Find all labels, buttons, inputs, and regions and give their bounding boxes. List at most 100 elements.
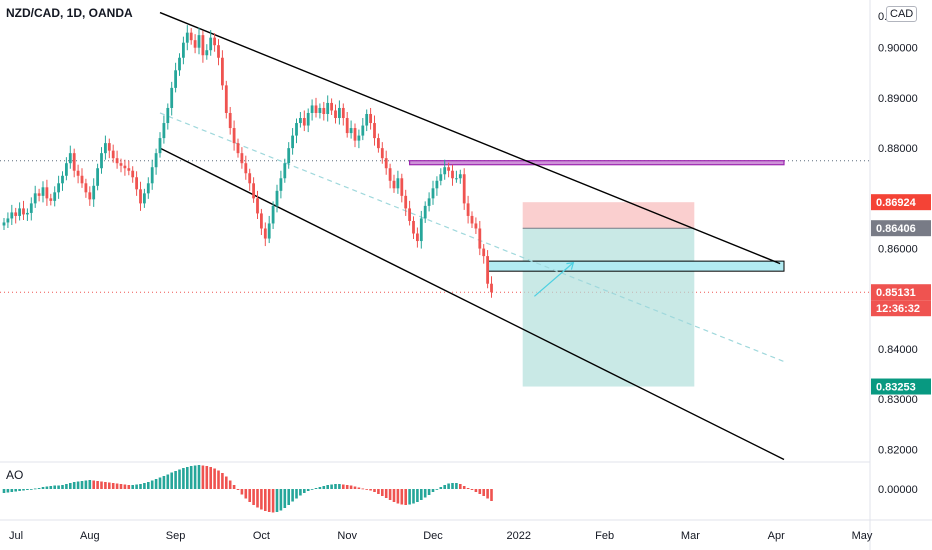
candle	[357, 129, 361, 149]
price-tag-bg	[871, 194, 931, 211]
ao-bar	[193, 465, 197, 489]
candle-body	[267, 223, 271, 239]
candle	[349, 120, 353, 139]
ao-bar	[318, 487, 322, 489]
ao-bar	[22, 489, 25, 491]
price-tag-bg	[871, 220, 931, 237]
ao-bar	[37, 488, 41, 489]
candle-body	[330, 102, 333, 111]
candle	[263, 222, 267, 247]
ao-indicator-label[interactable]: AO	[6, 468, 24, 482]
candle-body	[439, 174, 443, 181]
candle	[80, 168, 84, 188]
candle-body	[435, 180, 439, 189]
channel-upper-line	[159, 11, 781, 265]
candle	[252, 177, 255, 203]
ao-bar	[287, 489, 290, 505]
candle	[72, 148, 76, 178]
candle	[478, 220, 482, 256]
ao-tick-label: 0.00000	[878, 484, 918, 496]
candle-body	[100, 153, 103, 169]
candle-body	[53, 192, 57, 201]
candle	[119, 158, 123, 173]
ao-bar	[252, 489, 255, 505]
ao-bar	[342, 484, 345, 489]
x-tick-label: Sep	[166, 530, 186, 542]
y-tick-label: 0.86000	[878, 244, 918, 256]
candle-body	[185, 32, 189, 43]
candle-body	[412, 220, 415, 234]
candle-body	[306, 112, 310, 126]
price-tag-stop: 0.86924	[871, 194, 931, 211]
ao-bar	[88, 480, 92, 489]
candle-body	[322, 107, 326, 114]
x-tick-label: Feb	[595, 530, 614, 542]
candle	[447, 162, 450, 178]
candle	[455, 170, 458, 183]
ao-bar	[131, 485, 134, 489]
ao-bar	[232, 485, 236, 489]
x-tick-label: Nov	[337, 530, 357, 542]
ao-bar	[303, 489, 306, 493]
candle-body	[127, 168, 131, 171]
candle-body	[170, 87, 174, 108]
candle-body	[365, 113, 369, 126]
candle	[470, 211, 474, 228]
price-tag-label: 12:36:32	[876, 303, 920, 315]
price-tag-label: 0.85131	[876, 287, 916, 299]
candle	[396, 170, 400, 194]
ao-bar	[57, 485, 60, 489]
ao-bar	[228, 480, 232, 489]
candle	[143, 188, 146, 208]
currency-button[interactable]: CAD	[886, 6, 918, 22]
y-tick-label: 0.90000	[878, 43, 918, 55]
candle	[236, 138, 240, 158]
ao-bar	[143, 483, 146, 489]
candle-body	[302, 118, 306, 126]
ao-bar	[396, 489, 400, 504]
candle-body	[361, 125, 365, 136]
candle-body	[287, 148, 291, 164]
candle	[345, 111, 349, 138]
candle-body	[92, 185, 96, 200]
ao-bar	[225, 476, 228, 489]
candle-body	[193, 40, 197, 48]
candle-body	[166, 107, 170, 124]
ao-bar	[377, 489, 380, 494]
candle-body	[33, 193, 37, 204]
candle	[201, 30, 205, 63]
ao-bar	[349, 485, 353, 489]
candle	[431, 180, 435, 205]
candle-body	[271, 205, 275, 224]
candle	[18, 202, 21, 221]
candle-body	[380, 148, 384, 159]
y-tick-label: 0.83000	[878, 394, 918, 406]
candle-body	[248, 173, 252, 184]
candle	[462, 168, 466, 210]
ao-bar	[271, 489, 275, 513]
candle	[135, 171, 138, 196]
candle	[178, 53, 181, 76]
ao-bar	[197, 465, 201, 489]
price-tag-entry: 0.86406	[871, 220, 931, 237]
candle	[65, 157, 68, 181]
candle	[240, 147, 244, 169]
candle	[248, 168, 252, 191]
candle	[170, 81, 174, 116]
candle-body	[178, 57, 181, 71]
candle	[373, 115, 376, 146]
symbol-title[interactable]: NZD/CAD, 1D, OANDA	[6, 6, 133, 20]
ao-bar	[291, 489, 294, 502]
candle-body	[451, 170, 454, 179]
candle	[33, 185, 37, 208]
ao-bar	[314, 488, 318, 489]
ao-bar	[279, 489, 283, 511]
ao-bar	[408, 489, 411, 505]
candle	[271, 201, 275, 229]
candle	[306, 108, 310, 133]
candle-body	[88, 192, 92, 200]
candle	[154, 148, 158, 175]
channel-lower-line	[159, 147, 785, 461]
candle	[443, 159, 447, 180]
